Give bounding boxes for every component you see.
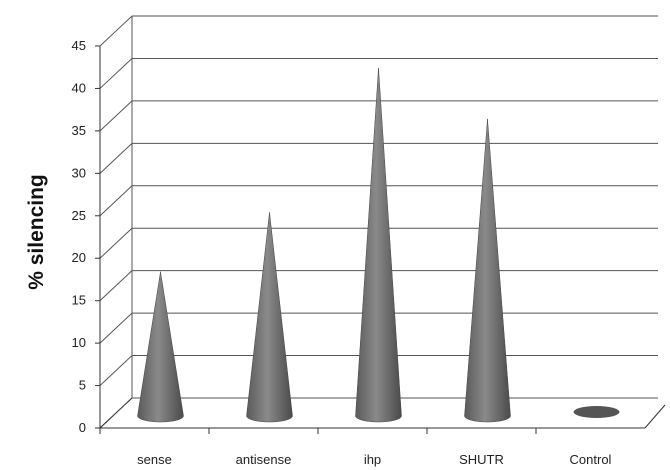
cone-body — [464, 118, 511, 423]
y-tick-labels: 0 5 10 15 20 25 30 35 40 45 — [72, 38, 100, 435]
category-labels: sense antisense ihp SHUTR Control — [99, 428, 612, 467]
axes — [99, 46, 666, 429]
y-tick-label: 25 — [72, 208, 86, 223]
x-tick-label: Control — [570, 452, 612, 467]
gridline-depth — [99, 15, 133, 47]
gridline-depth — [99, 185, 133, 217]
gridline-depth — [99, 355, 133, 386]
cone-shutr — [464, 118, 511, 423]
cone-base-flat — [573, 406, 620, 418]
y-tick-label: 15 — [72, 293, 86, 308]
cone-body — [137, 271, 184, 423]
floor-right-edge — [644, 404, 666, 429]
gridline-depth — [99, 270, 133, 302]
y-tick-label: 40 — [72, 80, 86, 95]
cone-control — [573, 406, 620, 418]
y-tick-label: 20 — [72, 250, 86, 265]
floor-back-edge — [99, 397, 133, 429]
gridline-depth — [99, 227, 133, 259]
y-tick-label: 45 — [72, 38, 86, 53]
y-tick-label: 35 — [72, 123, 86, 138]
gridline-depth — [99, 100, 133, 132]
cones — [137, 67, 620, 423]
cone-sense — [137, 271, 184, 423]
cone-ihp — [355, 67, 402, 423]
gridline-depth — [99, 142, 133, 174]
x-tick-label: sense — [137, 452, 172, 467]
gridline-depth — [99, 312, 133, 344]
cone-body — [246, 212, 293, 423]
cone-antisense — [246, 212, 293, 423]
x-tick-label: SHUTR — [459, 452, 504, 467]
x-tick-label: antisense — [236, 452, 292, 467]
y-axis-label: % silencing — [25, 174, 48, 290]
x-tick-label: ihp — [364, 452, 381, 467]
gridline-depth — [99, 58, 133, 89]
y-tick-label: 0 — [79, 420, 86, 435]
cone-body — [355, 67, 402, 423]
y-tick-label: 5 — [79, 378, 86, 393]
y-tick-label: 10 — [72, 335, 86, 350]
gridlines — [99, 15, 658, 429]
y-tick-label: 30 — [72, 165, 86, 180]
